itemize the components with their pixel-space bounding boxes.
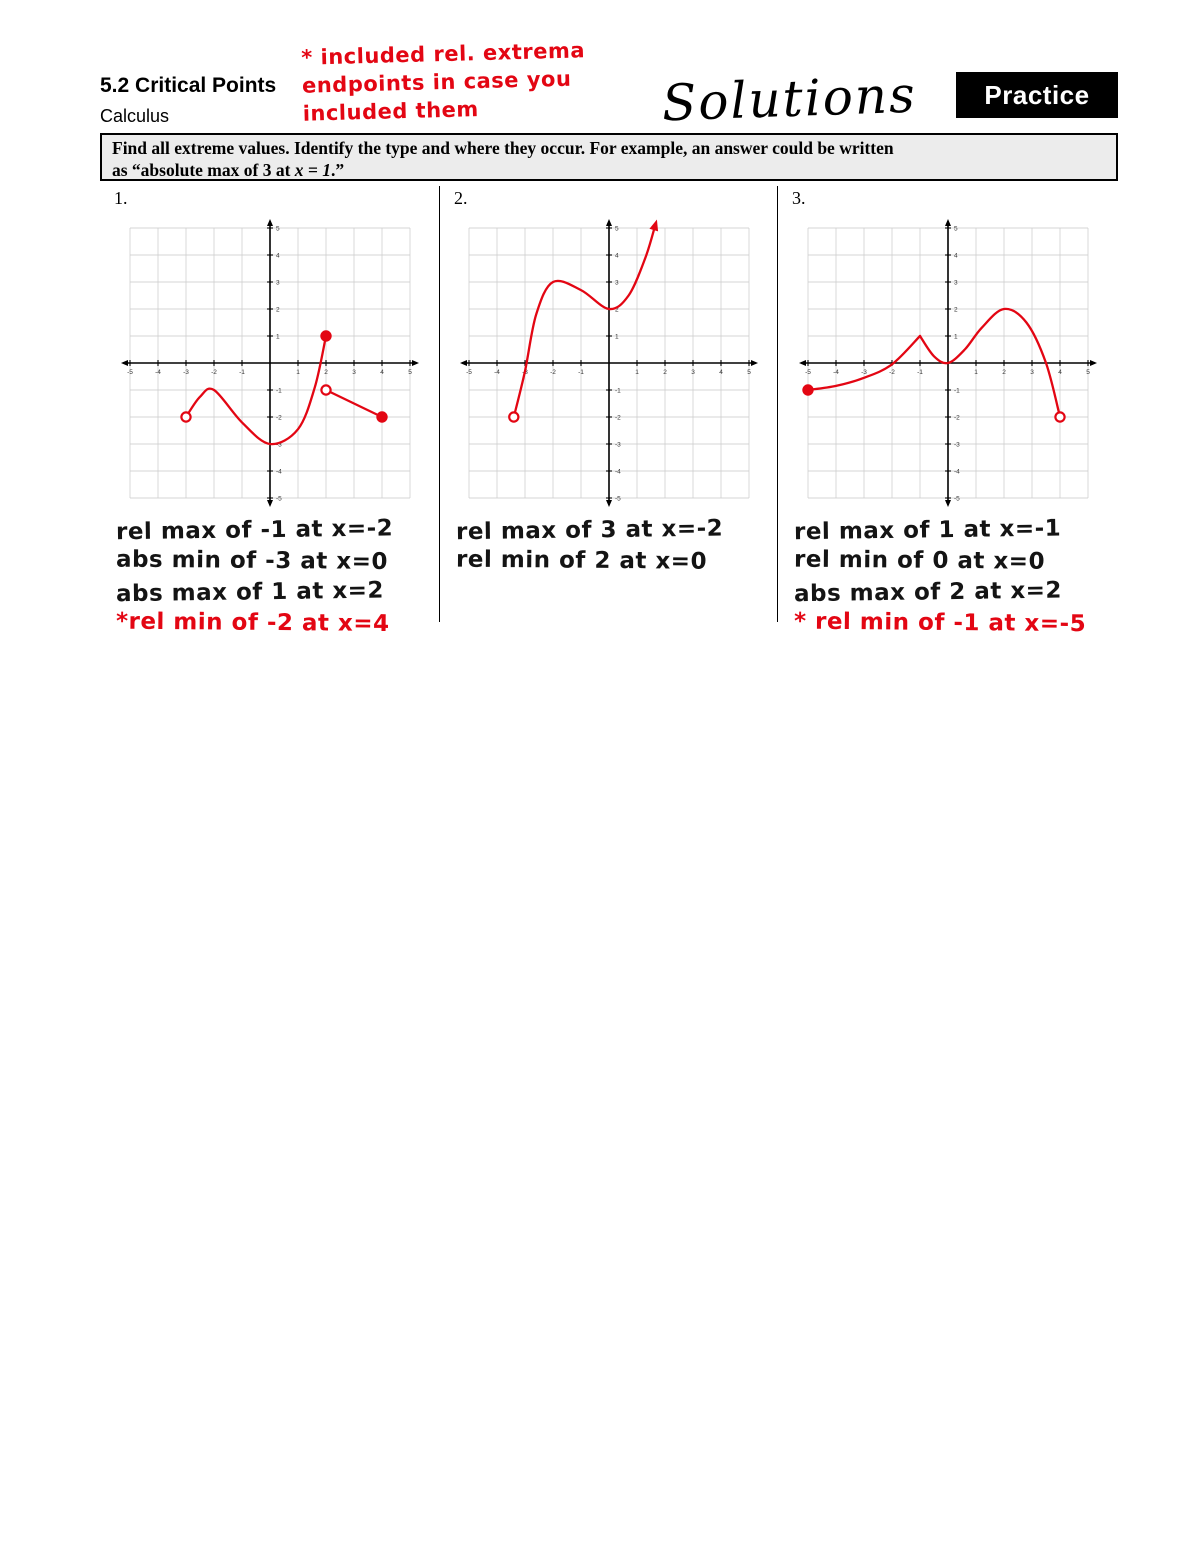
answer-line: rel min of 2 at x=0 (455, 546, 708, 575)
graph-plot-3: -5 -4 -3 -2 -1 1 2 3 4 5 -5 -4 -3 -2 -1 1 2 3 4 5 (798, 219, 1097, 507)
handwritten-note-line: included them (302, 97, 480, 126)
svg-text:-3: -3 (183, 369, 189, 376)
answer-line: rel max of 3 at x=-2 (455, 515, 724, 546)
svg-text:-3: -3 (861, 369, 867, 376)
svg-text:-2: -2 (615, 414, 621, 421)
solutions-script: Solutions (661, 65, 918, 133)
problem-3: 3. -5 -4 -3 -2 -1 1 2 3 4 5 -5 -4 -3 -2 -1 1 2 3 4 5 rel ma… (778, 186, 1117, 637)
svg-text:1: 1 (635, 369, 639, 376)
svg-text:4: 4 (1058, 369, 1062, 376)
svg-text:4: 4 (719, 369, 723, 376)
svg-text:1: 1 (296, 369, 300, 376)
svg-text:1: 1 (615, 333, 619, 340)
page-title: 5.2 Critical Points (100, 74, 277, 97)
problems-row: 1. -5 -4 -3 -2 -1 1 2 3 4 5 -5 -4 -3 -2 -1 1 2 3 4 5 rel ma… (100, 186, 1118, 637)
answer-line: abs min of -3 at x=0 (115, 546, 389, 575)
svg-text:2: 2 (615, 306, 619, 313)
svg-text:-2: -2 (211, 369, 217, 376)
svg-text:1: 1 (974, 369, 978, 376)
svg-text:-1: -1 (954, 387, 960, 394)
svg-text:-1: -1 (276, 387, 282, 394)
answer-line: * rel min of -1 at x=-5 (793, 608, 1087, 638)
svg-text:-4: -4 (276, 468, 282, 475)
problem-2: 2. -5 -4 -3 -2 -1 1 2 3 4 5 -5 -4 -3 -2 -1 1 2 3 4 5 rel ma… (440, 186, 778, 622)
svg-text:2: 2 (276, 306, 280, 313)
svg-text:4: 4 (954, 252, 958, 259)
svg-text:4: 4 (380, 369, 384, 376)
svg-text:-4: -4 (615, 468, 621, 475)
svg-text:-4: -4 (155, 369, 161, 376)
svg-text:2: 2 (954, 306, 958, 313)
svg-text:-3: -3 (954, 441, 960, 448)
problem-2-answers: rel max of 3 at x=-2 rel min of 2 at x=0 (446, 515, 777, 575)
instructions-box: Find all extreme values. Identify the ty… (100, 133, 1118, 181)
svg-text:3: 3 (352, 369, 356, 376)
svg-text:3: 3 (276, 279, 280, 286)
problem-1-answers: rel max of -1 at x=-2 abs min of -3 at x=… (106, 515, 439, 637)
problem-3-number: 3. (792, 188, 806, 208)
svg-text:-4: -4 (833, 369, 839, 376)
svg-text:-1: -1 (917, 369, 923, 376)
svg-text:5: 5 (1086, 369, 1090, 376)
svg-text:-5: -5 (466, 369, 472, 376)
svg-text:-2: -2 (954, 414, 960, 421)
svg-text:1: 1 (954, 333, 958, 340)
svg-text:2: 2 (663, 369, 667, 376)
svg-text:-4: -4 (954, 468, 960, 475)
svg-text:5: 5 (276, 225, 280, 232)
svg-text:-3: -3 (615, 441, 621, 448)
answer-line: *rel min of -2 at x=4 (115, 608, 390, 637)
answer-line: abs max of 2 at x=2 (793, 577, 1063, 608)
answer-line: rel min of 0 at x=0 (793, 546, 1046, 575)
svg-text:4: 4 (276, 252, 280, 259)
svg-text:-5: -5 (127, 369, 133, 376)
svg-text:2: 2 (1002, 369, 1006, 376)
practice-badge: Practice (956, 72, 1118, 118)
problem-1-number: 1. (114, 188, 128, 208)
svg-text:1: 1 (276, 333, 280, 340)
svg-text:-5: -5 (954, 495, 960, 502)
problem-1: 1. -5 -4 -3 -2 -1 1 2 3 4 5 -5 -4 -3 -2 -1 1 2 3 4 5 rel ma… (100, 186, 440, 637)
answer-line: rel max of -1 at x=-2 (115, 515, 394, 546)
instructions-line1: Find all extreme values. Identify the ty… (112, 138, 894, 158)
answer-line: abs max of 1 at x=2 (115, 577, 385, 608)
svg-text:3: 3 (954, 279, 958, 286)
problem-2-number: 2. (454, 188, 468, 208)
page-subtitle: Calculus (100, 106, 170, 126)
handwritten-note: * included rel. extrema endpoints in cas… (301, 36, 587, 127)
svg-text:3: 3 (691, 369, 695, 376)
svg-text:2: 2 (324, 369, 328, 376)
svg-text:-4: -4 (494, 369, 500, 376)
svg-text:4: 4 (615, 252, 619, 259)
instructions-math: x = 1 (294, 160, 332, 180)
instructions-line2-suffix: .” (331, 160, 345, 180)
svg-text:5: 5 (954, 225, 958, 232)
svg-text:-2: -2 (550, 369, 556, 376)
svg-text:-1: -1 (239, 369, 245, 376)
svg-text:-1: -1 (615, 387, 621, 394)
svg-text:3: 3 (1030, 369, 1034, 376)
graph-plot-1: -5 -4 -3 -2 -1 1 2 3 4 5 -5 -4 -3 -2 -1 1 2 3 4 5 (120, 219, 419, 507)
svg-text:3: 3 (615, 279, 619, 286)
svg-text:-1: -1 (578, 369, 584, 376)
problem-3-answers: rel max of 1 at x=-1 rel min of 0 at x=0 a… (784, 515, 1117, 638)
svg-text:5: 5 (408, 369, 412, 376)
svg-text:-2: -2 (889, 369, 895, 376)
svg-text:-3: -3 (276, 441, 282, 448)
svg-text:5: 5 (747, 369, 751, 376)
instructions-line2-prefix: as “absolute max of 3 at (112, 160, 295, 180)
svg-text:-5: -5 (276, 495, 282, 502)
answer-line: rel max of 1 at x=-1 (793, 515, 1062, 546)
svg-text:5: 5 (615, 225, 619, 232)
svg-text:-5: -5 (805, 369, 811, 376)
svg-text:-2: -2 (276, 414, 282, 421)
svg-text:-5: -5 (615, 495, 621, 502)
